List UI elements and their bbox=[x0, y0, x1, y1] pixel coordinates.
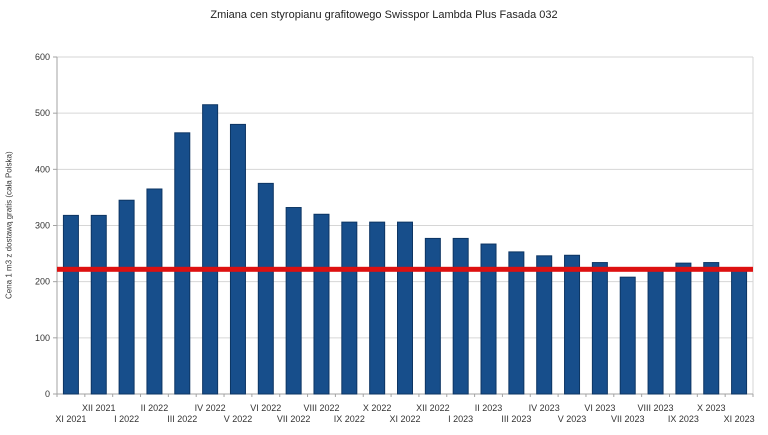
bar-VII-2022 bbox=[285, 207, 302, 395]
chart-title: Zmiana cen styropianu grafitowego Swissp… bbox=[210, 9, 558, 21]
x-tick-label: VIII 2023 bbox=[638, 403, 674, 413]
y-tick-label: 400 bbox=[35, 164, 50, 174]
bar-IV-2022 bbox=[202, 104, 219, 395]
bar-XI-2021 bbox=[62, 214, 79, 395]
bar-I-2022 bbox=[118, 199, 135, 395]
x-tick-label: VII 2023 bbox=[611, 414, 645, 424]
bar-XII-2021 bbox=[90, 214, 107, 395]
x-tick-label: II 2023 bbox=[475, 403, 503, 413]
bar-V-2022 bbox=[229, 123, 246, 395]
x-tick-label: X 2022 bbox=[363, 403, 392, 413]
x-tick-label: III 2022 bbox=[167, 414, 197, 424]
bar-IX-2022 bbox=[341, 221, 358, 395]
x-tick-label: I 2022 bbox=[114, 414, 139, 424]
bar-IV-2023 bbox=[536, 255, 553, 395]
x-tick-label: I 2023 bbox=[448, 414, 473, 424]
bar-VI-2023 bbox=[591, 262, 608, 395]
reference-line bbox=[57, 266, 753, 272]
bar-XI-2022 bbox=[397, 221, 413, 395]
y-tick-label: 600 bbox=[35, 52, 50, 62]
y-tick-label: 500 bbox=[35, 108, 50, 118]
bar-XII-2022 bbox=[424, 237, 441, 395]
x-tick-label: IX 2023 bbox=[668, 414, 699, 424]
x-tick-label: XI 2021 bbox=[55, 414, 86, 424]
x-tick-label: VI 2023 bbox=[584, 403, 615, 413]
x-tick-label: VII 2022 bbox=[277, 414, 311, 424]
bar-X-2023 bbox=[703, 262, 720, 395]
bar-III-2023 bbox=[508, 251, 525, 395]
y-tick-label: 200 bbox=[35, 277, 50, 287]
x-tick-label: IV 2023 bbox=[529, 403, 560, 413]
x-tick-label: IX 2022 bbox=[334, 414, 365, 424]
x-tick-label: III 2023 bbox=[501, 414, 531, 424]
x-tick-label: XI 2022 bbox=[389, 414, 420, 424]
x-tick-label: VIII 2022 bbox=[303, 403, 339, 413]
x-tick-label: V 2022 bbox=[224, 414, 253, 424]
bar-VI-2022 bbox=[257, 182, 274, 395]
x-tick-label: VI 2022 bbox=[250, 403, 281, 413]
bar-X-2022 bbox=[369, 221, 386, 395]
bar-VII-2023 bbox=[619, 276, 636, 395]
x-tick-label: V 2023 bbox=[558, 414, 587, 424]
bar-III-2022 bbox=[174, 132, 191, 395]
y-tick-label: 300 bbox=[35, 221, 50, 231]
bar-VIII-2023 bbox=[647, 269, 664, 395]
bar-VIII-2022 bbox=[313, 213, 330, 395]
x-tick-label: X 2023 bbox=[697, 403, 726, 413]
bar-II-2023 bbox=[480, 243, 497, 395]
x-tick-label: XI 2023 bbox=[724, 414, 755, 424]
x-tick-label: II 2022 bbox=[141, 403, 169, 413]
bar-XI-2023 bbox=[731, 269, 748, 395]
x-tick-label: XII 2021 bbox=[82, 403, 116, 413]
bar-IX-2023 bbox=[675, 262, 692, 395]
x-tick-label: XII 2022 bbox=[416, 403, 450, 413]
y-tick-label: 0 bbox=[45, 389, 50, 399]
bar-I-2023 bbox=[452, 237, 469, 395]
bar-II-2022 bbox=[146, 188, 163, 395]
x-tick-label: IV 2022 bbox=[195, 403, 226, 413]
bar-V-2023 bbox=[564, 254, 581, 395]
y-tick-label: 100 bbox=[35, 333, 50, 343]
